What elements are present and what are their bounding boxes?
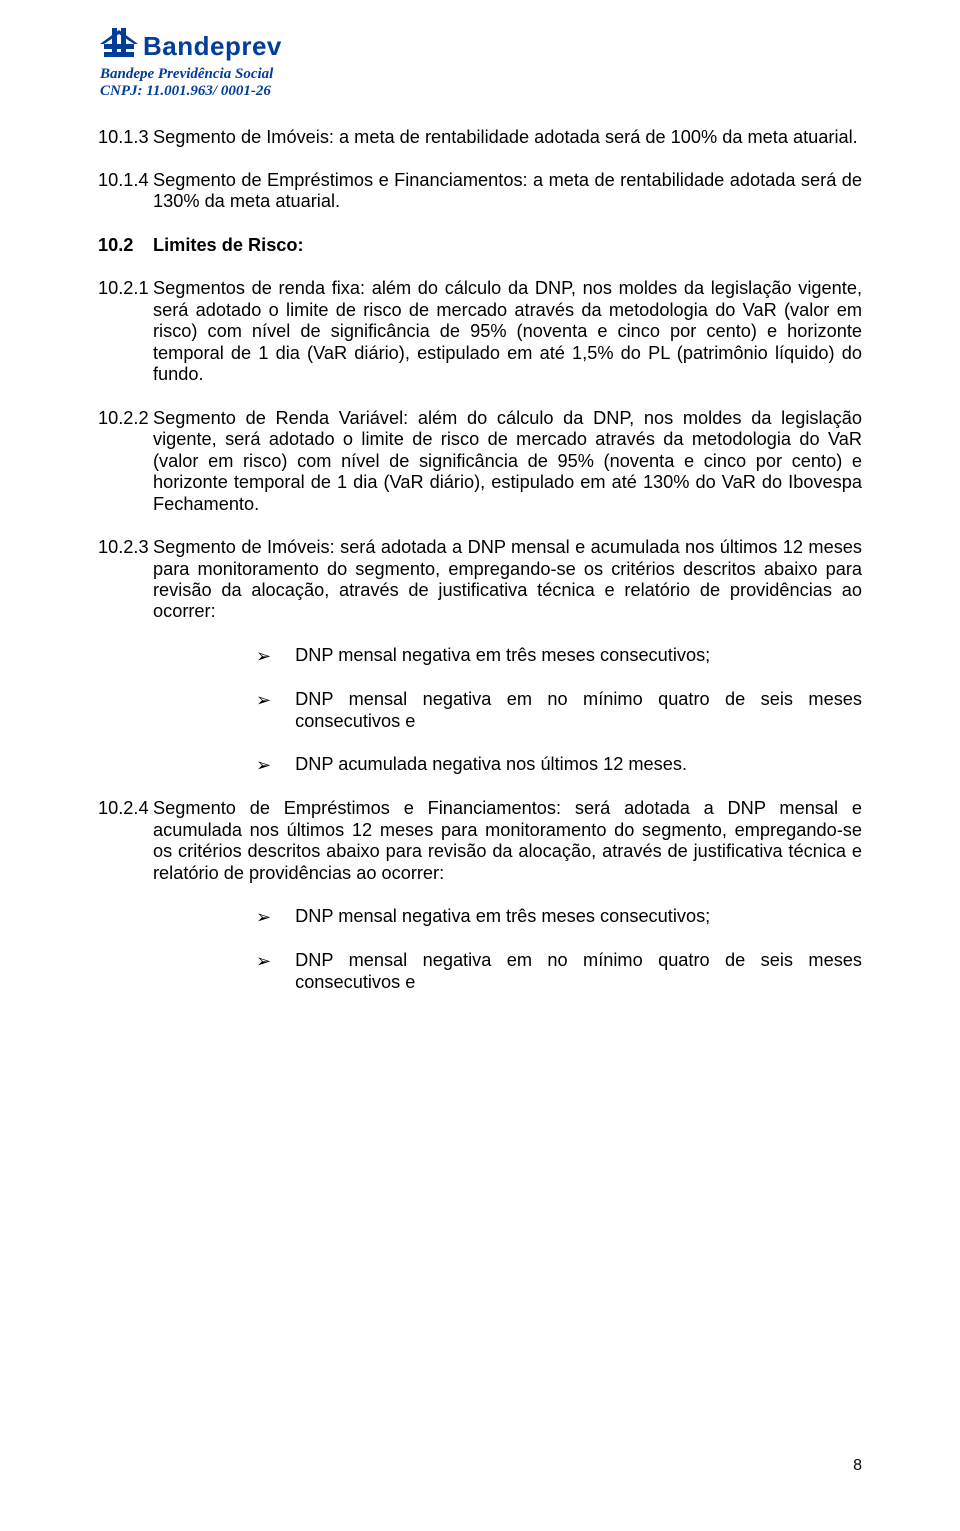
section-text: Segmento de Renda Variável: além do cálc… xyxy=(153,408,862,514)
section-number: 10.2 xyxy=(98,235,153,256)
section-number: 10.2.4 xyxy=(98,798,153,819)
section-text: Segmento de Imóveis: a meta de rentabili… xyxy=(153,127,858,147)
list-item: ➢ DNP mensal negativa em no mínimo quatr… xyxy=(256,689,862,732)
bandeprev-logo-icon xyxy=(98,28,140,64)
list-item: ➢ DNP mensal negativa em no mínimo quatr… xyxy=(256,950,862,993)
section-number: 10.1.3 xyxy=(98,127,153,148)
section-number: 10.2.3 xyxy=(98,537,153,558)
logo-row: Bandeprev xyxy=(98,28,282,64)
list-item-text: DNP mensal negativa em no mínimo quatro … xyxy=(295,689,862,732)
logo-block: Bandeprev Bandepe Previdência Social CNP… xyxy=(98,28,862,101)
section-text: Segmento de Imóveis: será adotada a DNP … xyxy=(153,537,862,621)
section-number: 10.1.4 xyxy=(98,170,153,191)
brand-wordmark: Bandeprev xyxy=(143,31,282,62)
page: Bandeprev Bandepe Previdência Social CNP… xyxy=(0,0,960,1531)
section-text: Limites de Risco: xyxy=(153,235,304,255)
bullet-arrow-icon: ➢ xyxy=(256,907,271,928)
para-10-2-2: 10.2.2Segmento de Renda Variável: além d… xyxy=(98,408,862,515)
list-item-text: DNP mensal negativa em três meses consec… xyxy=(295,645,862,666)
document-body: 10.1.3Segmento de Imóveis: a meta de ren… xyxy=(98,127,862,994)
bullet-list-b: ➢ DNP mensal negativa em três meses cons… xyxy=(98,906,862,993)
para-10-2-3: 10.2.3Segmento de Imóveis: será adotada … xyxy=(98,537,862,623)
document-header: Bandeprev Bandepe Previdência Social CNP… xyxy=(98,28,862,101)
para-10-2-1: 10.2.1Segmentos de renda fixa: além do c… xyxy=(98,278,862,385)
bullet-arrow-icon: ➢ xyxy=(256,646,271,667)
section-text: Segmentos de renda fixa: além do cálculo… xyxy=(153,278,862,384)
section-text: Segmento de Empréstimos e Financiamentos… xyxy=(153,798,862,882)
list-item: ➢ DNP mensal negativa em três meses cons… xyxy=(256,906,862,928)
bullet-list-a: ➢ DNP mensal negativa em três meses cons… xyxy=(98,645,862,776)
bullet-arrow-icon: ➢ xyxy=(256,755,271,776)
para-10-2-heading: 10.2Limites de Risco: xyxy=(98,235,862,256)
list-item-text: DNP mensal negativa em três meses consec… xyxy=(295,906,862,927)
para-10-1-4: 10.1.4Segmento de Empréstimos e Financia… xyxy=(98,170,862,213)
bullet-arrow-icon: ➢ xyxy=(256,690,271,711)
cnpj-line: CNPJ: 11.001.963/ 0001-26 xyxy=(100,83,271,100)
section-number: 10.2.2 xyxy=(98,408,153,429)
list-item-text: DNP mensal negativa em no mínimo quatro … xyxy=(295,950,862,993)
section-number: 10.2.1 xyxy=(98,278,153,299)
para-10-2-4: 10.2.4Segmento de Empréstimos e Financia… xyxy=(98,798,862,884)
list-item: ➢ DNP acumulada negativa nos últimos 12 … xyxy=(256,754,862,776)
list-item: ➢ DNP mensal negativa em três meses cons… xyxy=(256,645,862,667)
page-number: 8 xyxy=(853,1457,862,1475)
section-text: Segmento de Empréstimos e Financiamentos… xyxy=(153,170,862,211)
list-item-text: DNP acumulada negativa nos últimos 12 me… xyxy=(295,754,862,775)
para-10-1-3: 10.1.3Segmento de Imóveis: a meta de ren… xyxy=(98,127,862,148)
bullet-arrow-icon: ➢ xyxy=(256,951,271,972)
org-name: Bandepe Previdência Social xyxy=(100,66,273,83)
